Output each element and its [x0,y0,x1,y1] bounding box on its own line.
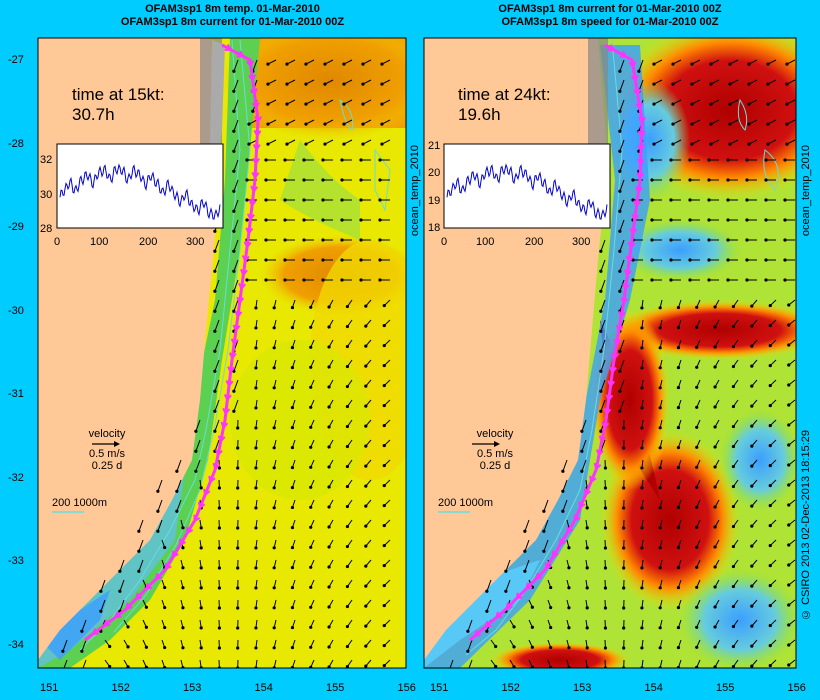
latitude-tick-label: -30 [8,304,24,317]
left-time-label: time at 15kt: [72,85,165,104]
longitude-tick-label: 153 [183,682,202,694]
right-side-label: ocean_temp_2010 [800,145,812,237]
longitude-tick-label: 153 [573,682,592,694]
right-map [424,38,796,668]
right-inset-xtick: 100 [476,236,495,248]
longitude-tick-label: 155 [326,682,345,694]
right-velocity-duration: 0.25 d [479,460,511,472]
left-title-line-1: OFAM3sp1 8m temp. 01-Mar-2010 [145,3,320,15]
right-time-value: 19.6h [458,105,501,124]
left-inset-xtick: 0 [54,236,61,248]
longitude-tick-label: 154 [254,682,273,694]
latitude-tick-label: -33 [8,555,24,567]
right-inset-ytick: 19 [428,195,441,207]
latitude-tick-label: -32 [8,471,24,484]
latitude-tick-label: -34 [8,638,24,651]
longitude-tick-label: 151 [40,682,59,694]
left-velocity-duration: 0.25 d [91,460,123,472]
left-velocity-speed: 0.5 m/s [88,448,126,460]
right-title-line-1: OFAM3sp1 8m current for 01-Mar-2010 00Z [498,3,722,15]
right-isobath-label: 200 1000m [438,497,494,509]
left-current-arrows [61,59,391,668]
left-inset-ytick: 32 [40,154,53,166]
right-velocity-label: velocity [476,428,514,440]
right-inset-xtick: 200 [525,236,544,248]
left-inset-ytick: 30 [40,189,53,201]
credit-label: © CSIRO 2013 02-Dec-2013 18:15:29 [800,430,812,620]
longitude-tick-label: 156 [787,682,806,694]
left-time-value: 30.7h [72,105,115,124]
left-inset-xtick: 100 [90,236,109,248]
right-current-arrows [449,59,796,668]
right-title-line-2: OFAM3sp1 8m speed for 01-Mar-2010 00Z [501,16,719,28]
right-time-label: time at 24kt: [458,85,551,104]
latitude-tick-label: -31 [8,388,24,400]
right-inset-ytick: 21 [428,140,441,152]
left-side-label: ocean_temp_2010 [409,145,421,237]
latitude-tick-label: -27 [8,54,24,66]
left-inset-xtick: 200 [139,236,158,248]
right-velocity-speed: 0.5 m/s [476,448,514,460]
longitude-tick-label: 154 [644,682,663,694]
latitude-tick-label: -29 [8,221,24,233]
left-inset-xtick: 300 [186,236,205,248]
right-inset-chart [443,143,611,229]
longitude-tick-label: 152 [111,682,130,694]
longitude-tick-label: 151 [430,682,449,694]
longitude-tick-label: 156 [397,682,416,694]
left-inset-ytick: 28 [40,223,53,235]
right-inset-xtick: 300 [572,236,591,248]
right-inset-ytick: 18 [428,222,441,234]
left-inset-chart [56,143,224,229]
left-title-line-2: OFAM3sp1 8m current for 01-Mar-2010 00Z [120,16,345,28]
longitude-tick-label: 155 [716,682,735,694]
left-isobath-label: 200 1000m [52,497,108,509]
longitude-tick-label: 152 [501,682,520,694]
left-map [38,38,406,668]
right-inset-ytick: 20 [428,167,441,179]
latitude-tick-label: -28 [8,137,24,150]
left-velocity-label: velocity [88,428,126,440]
right-inset-xtick: 0 [441,236,448,248]
